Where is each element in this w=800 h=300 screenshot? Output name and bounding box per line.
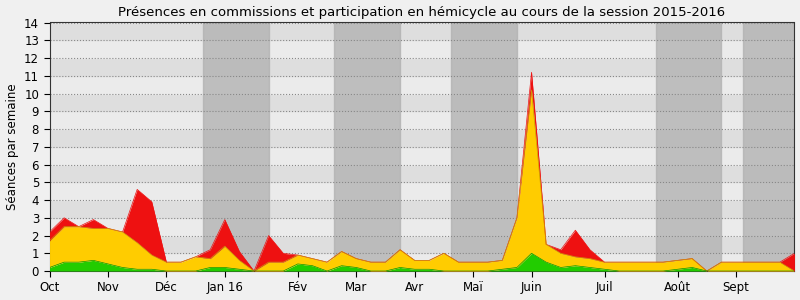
- Bar: [743, 22, 800, 271]
- Bar: [50, 218, 794, 236]
- Bar: [50, 40, 794, 58]
- Bar: [50, 147, 794, 164]
- Bar: [451, 22, 517, 271]
- Bar: [50, 129, 794, 147]
- Bar: [656, 22, 722, 271]
- Bar: [50, 164, 794, 182]
- Title: Présences en commissions et participation en hémicycle au cours de la session 20: Présences en commissions et participatio…: [118, 6, 726, 19]
- Bar: [50, 94, 794, 111]
- Bar: [50, 253, 794, 271]
- Bar: [50, 5, 794, 22]
- Y-axis label: Séances par semaine: Séances par semaine: [6, 83, 18, 210]
- Bar: [50, 236, 794, 253]
- Bar: [50, 22, 794, 40]
- Bar: [50, 200, 794, 218]
- Bar: [50, 111, 794, 129]
- Bar: [50, 182, 794, 200]
- Bar: [334, 22, 400, 271]
- Bar: [50, 58, 794, 76]
- Bar: [50, 76, 794, 94]
- Bar: [203, 22, 269, 271]
